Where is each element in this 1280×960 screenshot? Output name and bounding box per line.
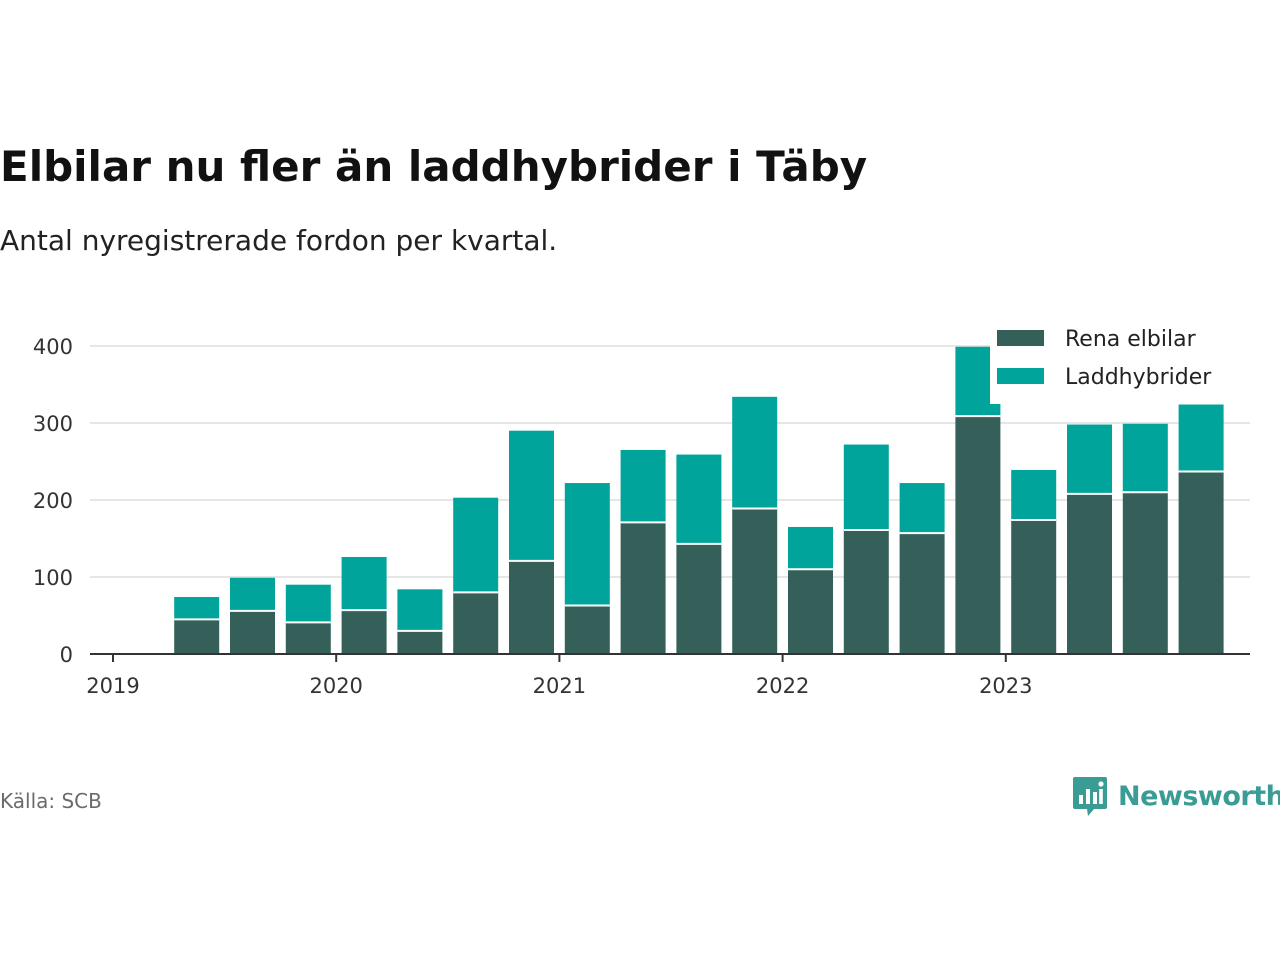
bar-rena-elbilar bbox=[676, 543, 722, 654]
bar-rena-elbilar bbox=[1122, 492, 1168, 654]
bar-laddhybrider bbox=[1067, 424, 1112, 494]
bar-laddhybrider bbox=[341, 556, 387, 611]
brand-logo[interactable]: Newsworthy bbox=[1072, 775, 1280, 817]
bar-rena-elbilar bbox=[285, 622, 331, 654]
legend: Rena elbilar Laddhybrider bbox=[990, 324, 1252, 404]
newsworthy-logo-icon bbox=[1073, 777, 1107, 816]
bar-rena-elbilar bbox=[453, 592, 499, 654]
bar-laddhybrider bbox=[843, 444, 889, 531]
bar-laddhybrider bbox=[230, 577, 275, 611]
chart-subtitle: Antal nyregistrerade fordon per kvartal. bbox=[0, 224, 558, 257]
bar-rena-elbilar bbox=[732, 508, 778, 654]
bar-rena-elbilar bbox=[955, 416, 1001, 654]
legend-label: Rena elbilar bbox=[1065, 327, 1197, 352]
bar-laddhybrider bbox=[620, 449, 666, 523]
legend-swatch bbox=[997, 330, 1044, 346]
bar-laddhybrider bbox=[564, 483, 610, 606]
brand-name: Newsworthy bbox=[1118, 780, 1280, 812]
bars bbox=[174, 346, 1224, 654]
bar-laddhybrider bbox=[732, 396, 778, 509]
bar-rena-elbilar bbox=[174, 619, 220, 654]
axes: 0 100 200 300 400 2019 2020 2021 2022 2023 bbox=[33, 335, 1250, 698]
bar-rena-elbilar bbox=[564, 605, 610, 654]
bar-rena-elbilar bbox=[1067, 493, 1112, 654]
x-tick-label: 2022 bbox=[756, 674, 809, 698]
bar-laddhybrider bbox=[509, 430, 554, 561]
bar-rena-elbilar bbox=[1178, 471, 1224, 654]
y-tick-label: 400 bbox=[33, 335, 73, 359]
bar-laddhybrider bbox=[397, 589, 443, 631]
bar-rena-elbilar bbox=[899, 533, 945, 654]
chart-title: Elbilar nu fler än laddhybrider i Täby bbox=[0, 142, 868, 191]
source-note: Källa: SCB bbox=[0, 789, 102, 813]
x-tick-label: 2023 bbox=[979, 674, 1032, 698]
y-tick-label: 300 bbox=[33, 412, 73, 436]
bar-rena-elbilar bbox=[230, 610, 275, 654]
bar-laddhybrider bbox=[1122, 423, 1168, 493]
bar-rena-elbilar bbox=[341, 610, 387, 654]
bar-laddhybrider bbox=[899, 483, 945, 534]
bar-rena-elbilar bbox=[509, 560, 554, 654]
legend-swatch bbox=[997, 368, 1044, 384]
bar-laddhybrider bbox=[1011, 469, 1057, 521]
bar-laddhybrider bbox=[788, 526, 833, 570]
bar-rena-elbilar bbox=[843, 530, 889, 654]
bar-laddhybrider bbox=[1178, 404, 1224, 472]
bar-rena-elbilar bbox=[397, 630, 443, 654]
y-tick-label: 100 bbox=[33, 566, 73, 590]
bar-rena-elbilar bbox=[1011, 520, 1057, 654]
y-tick-label: 0 bbox=[60, 643, 73, 667]
bar-rena-elbilar bbox=[788, 569, 833, 654]
x-tick-label: 2020 bbox=[309, 674, 362, 698]
bar-laddhybrider bbox=[453, 497, 499, 593]
bar-laddhybrider bbox=[174, 597, 220, 620]
bar-rena-elbilar bbox=[620, 522, 666, 654]
legend-label: Laddhybrider bbox=[1065, 365, 1212, 390]
bar-laddhybrider bbox=[285, 584, 331, 623]
x-tick-label: 2019 bbox=[86, 674, 139, 698]
y-tick-label: 200 bbox=[33, 489, 73, 513]
x-tick-label: 2021 bbox=[533, 674, 586, 698]
bar-laddhybrider bbox=[676, 454, 722, 544]
